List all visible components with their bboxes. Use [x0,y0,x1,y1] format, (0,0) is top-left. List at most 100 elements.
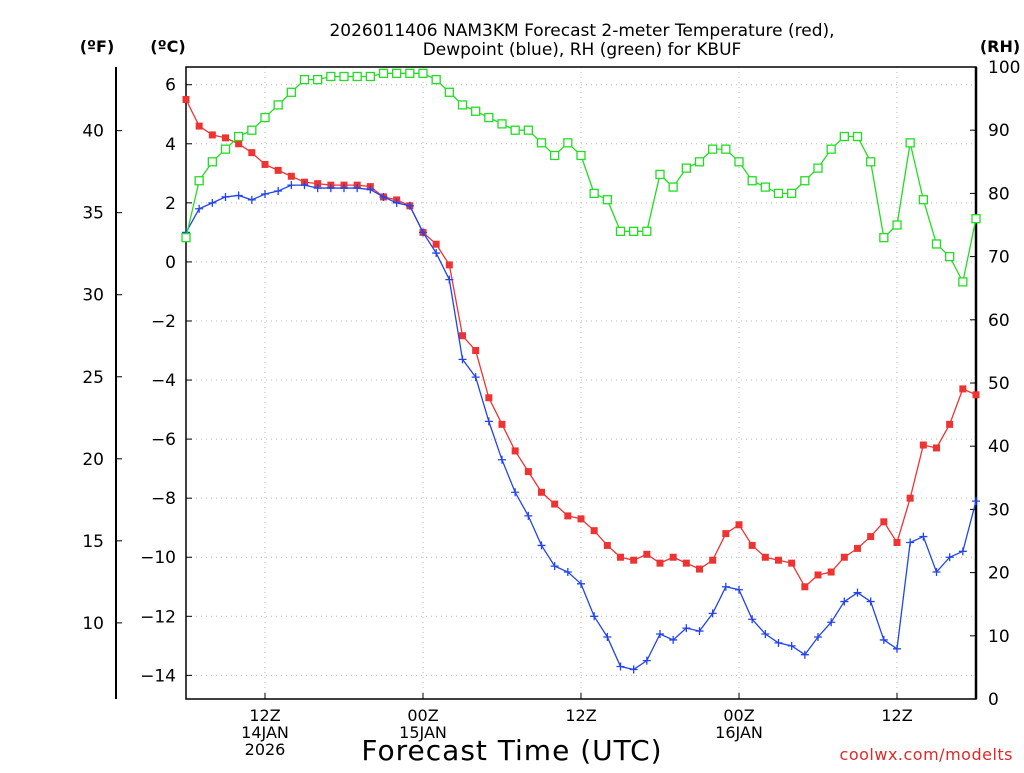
data-point [234,131,244,142]
data-point [339,71,349,82]
data-point [840,553,848,561]
rh-tick-label: 30 [988,500,1010,520]
data-point [550,150,560,161]
data-point [471,106,481,116]
data-point [510,125,520,135]
data-point [551,500,559,508]
data-point [721,144,731,154]
data-point [852,131,863,142]
data-point [919,441,927,449]
data-point [617,553,624,561]
text-layer: 2026011406 NAM3KM Forecast 2-meter Tempe… [80,21,1021,767]
celsius-tick-label: 2 [165,194,176,214]
fahrenheit-tick-label: 10 [82,614,104,634]
data-point [195,204,204,213]
data-point [695,627,704,636]
celsius-tick-label: −8 [151,489,176,509]
rh-tick-label: 10 [988,627,1010,647]
data-point [655,169,665,180]
x-tick-label: 00Z [407,706,438,725]
data-point [814,632,822,641]
data-point [694,157,705,167]
x-tick-label: 14JAN [241,723,289,742]
data-point [392,198,401,207]
data-point [775,556,782,564]
data-point [709,556,717,564]
data-point [484,417,493,426]
data-point [419,228,427,237]
fahrenheit-tick-label: 25 [82,368,104,388]
celsius-tick-label: −12 [140,607,176,627]
data-point [761,630,770,639]
data-point [511,447,519,455]
data-point [590,527,598,535]
data-point [485,394,493,402]
data-point [681,163,691,173]
data-point [866,597,875,606]
celsius-tick-label: 6 [165,76,176,96]
data-point [260,112,270,123]
data-point [932,568,941,577]
data-point [787,641,796,650]
data-point [840,597,849,606]
celsius-unit-label: (ºC) [150,37,185,56]
data-point [444,87,454,97]
data-point [589,188,599,199]
data-point [445,275,454,284]
fahrenheit-tick-label: 35 [82,204,104,224]
data-point [827,568,835,576]
data-point [524,511,533,520]
data-point [459,332,466,340]
data-point [577,515,585,523]
data-point [669,553,677,561]
axes-layer [115,66,978,700]
data-point [773,188,784,199]
fahrenheit-tick-label: 30 [82,286,104,306]
data-point [418,68,428,78]
data-point [498,420,506,428]
data-point [959,385,967,393]
rh-unit-label: (RH) [980,37,1020,56]
data-point [576,150,586,161]
data-point [366,185,375,194]
data-point [524,468,532,476]
data-point [431,74,441,85]
data-point [615,226,626,236]
x-tick-label: 12Z [881,706,912,725]
data-point [708,144,718,154]
data-point [432,249,441,258]
data-point [314,180,322,188]
data-point [445,261,453,269]
data-point [774,638,783,647]
data-point [273,100,283,110]
data-point [893,538,901,546]
data-point [642,226,652,236]
data-point [181,232,191,243]
data-point [760,182,770,192]
x-tick-label: 15JAN [399,723,447,742]
data-point [839,131,849,142]
data-point [853,588,862,597]
credit-text: coolwx.com/modelts [840,745,1013,764]
rh-tick-label: 60 [988,311,1010,331]
data-point [866,157,876,167]
celsius-tick-label: 0 [165,253,176,273]
data-point [340,184,348,193]
data-point [590,612,599,621]
data-point [748,615,757,624]
data-point [826,144,836,154]
x-tick-label: 2026 [245,740,286,759]
series-dewpoint [182,181,980,674]
data-point [458,355,467,364]
data-point [735,521,743,529]
data-point [892,220,902,230]
chart-title-line-2: Dewpoint (blue), RH (green) for KBUF [423,40,742,60]
data-point [405,201,414,210]
data-point [299,74,310,85]
data-point [945,553,954,562]
data-point [800,176,810,186]
fahrenheit-unit-label: (ºF) [80,37,115,56]
data-point [787,188,797,199]
data-point [208,198,217,207]
series-2-meter-temperature [182,95,980,591]
